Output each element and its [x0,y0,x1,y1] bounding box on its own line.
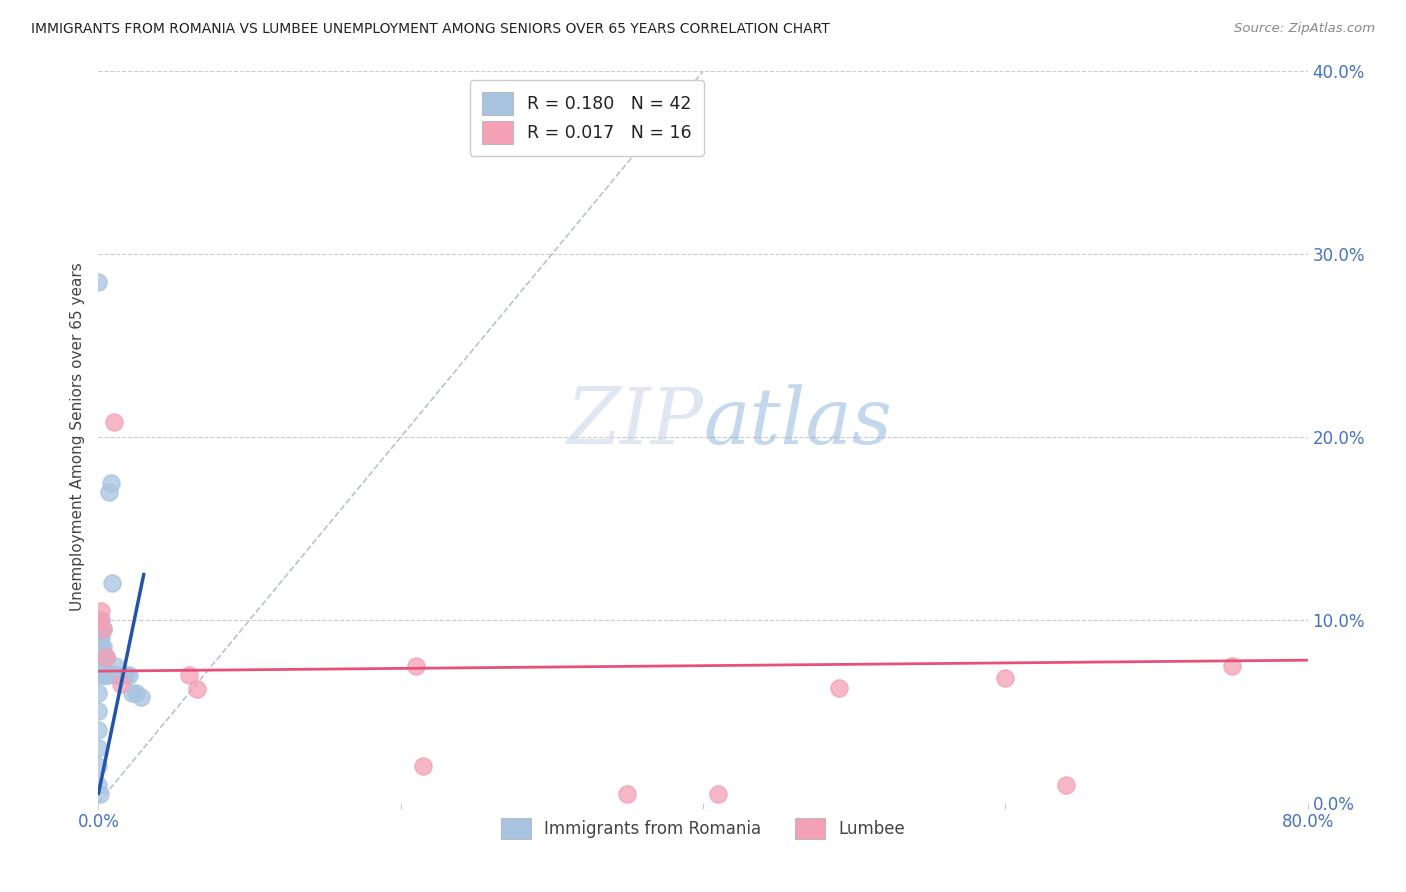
Point [707,787,730,801]
Point [129,690,152,704]
Point [89,787,111,801]
Point [91,622,114,636]
Point [186,682,208,697]
Point [90,632,112,646]
Point [1220,658,1243,673]
Point [94,667,117,681]
Point [114,667,136,681]
Point [91,649,114,664]
Point [89,667,111,681]
Point [89,613,111,627]
Point [91,667,114,681]
Point [108,667,131,681]
Point [94,649,117,664]
Point [87,705,110,719]
Text: atlas: atlas [703,384,891,460]
Point [103,667,125,681]
Point [93,658,115,673]
Point [1054,778,1077,792]
Point [96,667,118,681]
Legend: Immigrants from Romania, Lumbee: Immigrants from Romania, Lumbee [491,808,915,849]
Point [89,658,111,673]
Point [100,475,122,490]
Point [87,778,110,792]
Text: ZIP: ZIP [565,384,703,460]
Point [118,667,141,681]
Point [125,686,148,700]
Point [87,759,110,773]
Point [94,649,117,664]
Point [105,667,128,681]
Point [87,723,110,737]
Point [828,681,851,695]
Point [89,622,111,636]
Point [104,658,127,673]
Point [412,759,434,773]
Point [111,667,134,681]
Point [89,613,111,627]
Point [110,677,132,691]
Text: IMMIGRANTS FROM ROMANIA VS LUMBEE UNEMPLOYMENT AMONG SENIORS OVER 65 YEARS CORRE: IMMIGRANTS FROM ROMANIA VS LUMBEE UNEMPL… [31,22,830,37]
Point [87,686,110,700]
Point [103,416,125,430]
Point [994,672,1017,686]
Point [89,632,111,646]
Point [616,787,638,801]
Point [90,649,112,664]
Point [89,649,111,664]
Point [87,740,110,755]
Point [90,640,112,655]
Point [179,667,201,681]
Text: Source: ZipAtlas.com: Source: ZipAtlas.com [1234,22,1375,36]
Point [90,604,112,618]
Point [93,649,115,664]
Point [98,485,121,500]
Point [405,658,427,673]
Point [121,686,143,700]
Point [89,640,111,655]
Y-axis label: Unemployment Among Seniors over 65 years: Unemployment Among Seniors over 65 years [70,263,86,611]
Point [91,622,114,636]
Point [90,613,112,627]
Point [91,640,114,655]
Point [101,576,124,591]
Point [87,275,110,289]
Point [90,658,112,673]
Point [93,667,115,681]
